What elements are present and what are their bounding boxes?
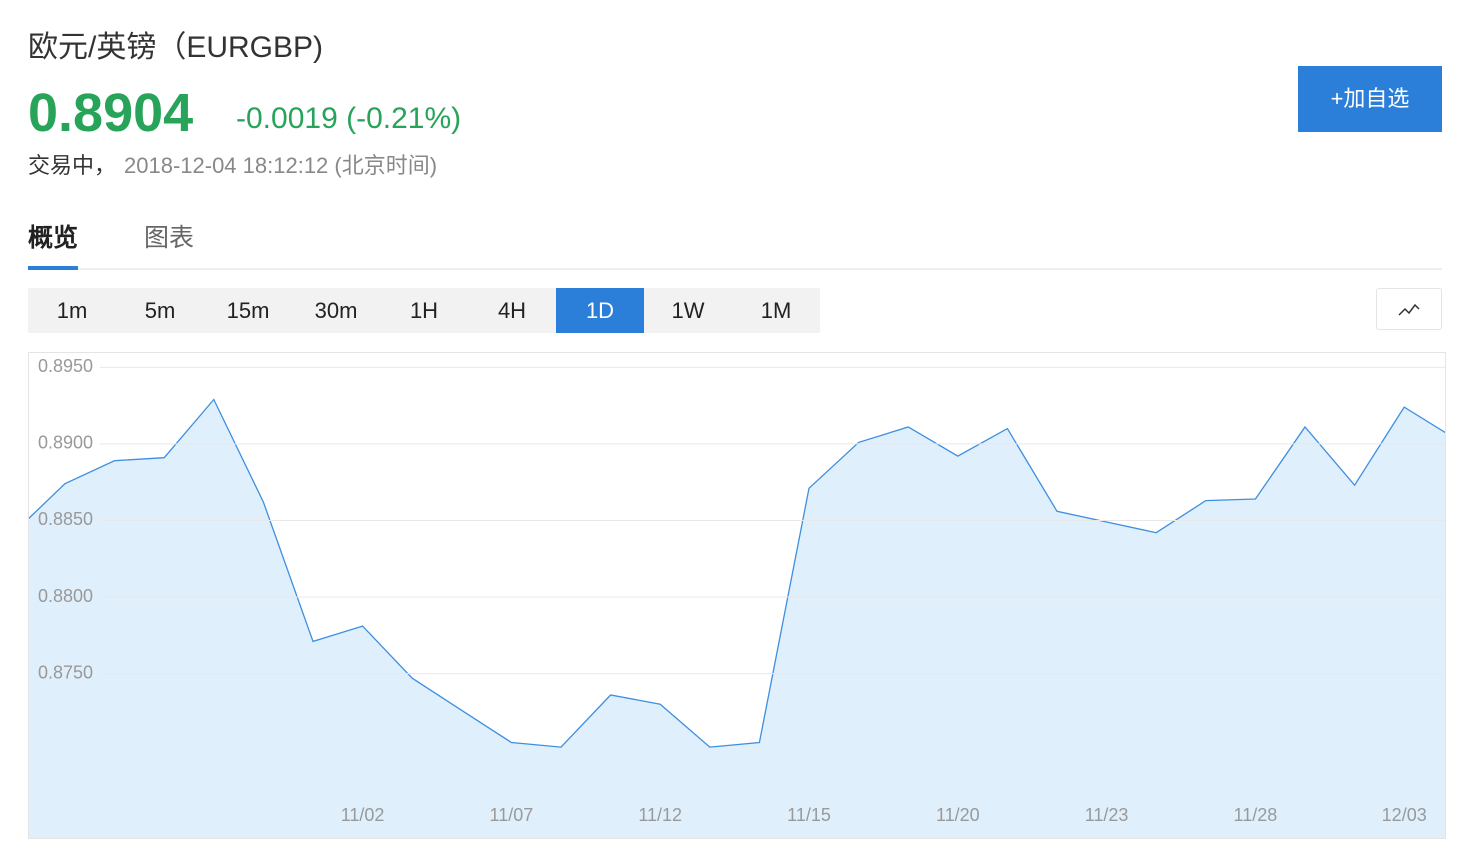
timestamp: 2018-12-04 18:12:12 (北京时间) [124, 153, 438, 178]
x-tick-label: 11/12 [638, 805, 682, 825]
chart-frame [28, 352, 1446, 839]
x-tick-label: 11/07 [490, 805, 534, 825]
line [29, 398, 1445, 748]
interval-button[interactable]: 1m [28, 288, 116, 333]
interval-button[interactable]: 1M [732, 288, 820, 333]
x-tick-label: 11/23 [1085, 805, 1129, 825]
x-tick-label: 11/20 [936, 805, 980, 825]
interval-button[interactable]: 15m [204, 288, 292, 333]
interval-button[interactable]: 4H [468, 288, 556, 333]
y-tick-label: 0.8800 [38, 586, 93, 606]
interval-bar: 1m 5m 15m 30m 1H 4H 1D 1W 1M [28, 288, 820, 333]
y-tick-label: 0.8750 [38, 662, 93, 682]
x-tick-label: 11/28 [1234, 805, 1278, 825]
chart: 0.8750 0.8800 0.8850 0.8900 0.8950 11/02 11/07… [28, 352, 1446, 839]
y-tick-label: 0.8950 [38, 356, 93, 376]
x-tick-label: 12/03 [1382, 805, 1427, 825]
chart-type-button[interactable] [1376, 288, 1442, 330]
x-tick-label: 11/15 [787, 805, 831, 825]
price: 0.8904 [28, 83, 194, 143]
x-tick-label: 11/02 [341, 805, 385, 825]
interval-button[interactable]: 5m [116, 288, 204, 333]
interval-button[interactable]: 30m [292, 288, 380, 333]
tabs: 概览 图表 [28, 218, 1442, 270]
interval-button[interactable]: 1D [556, 288, 644, 333]
plot [29, 398, 1445, 838]
tab[interactable]: 图表 [144, 224, 195, 252]
icon-line [1398, 303, 1420, 316]
area [29, 399, 1445, 838]
chart-type-icon [1398, 303, 1420, 316]
interval-button[interactable]: 1W [644, 288, 732, 333]
add-watchlist-button[interactable]: +加自选 [1298, 66, 1442, 132]
interval-button[interactable]: 1H [380, 288, 468, 333]
price-change: -0.0019 (-0.21%) [236, 102, 462, 135]
title: 欧元/英镑（EURGBP) [28, 31, 324, 64]
status: 交易中， [28, 153, 117, 178]
tab[interactable]: 概览 [28, 218, 79, 270]
y-tick-label: 0.8900 [38, 433, 93, 453]
y-tick-label: 0.8850 [38, 509, 93, 529]
